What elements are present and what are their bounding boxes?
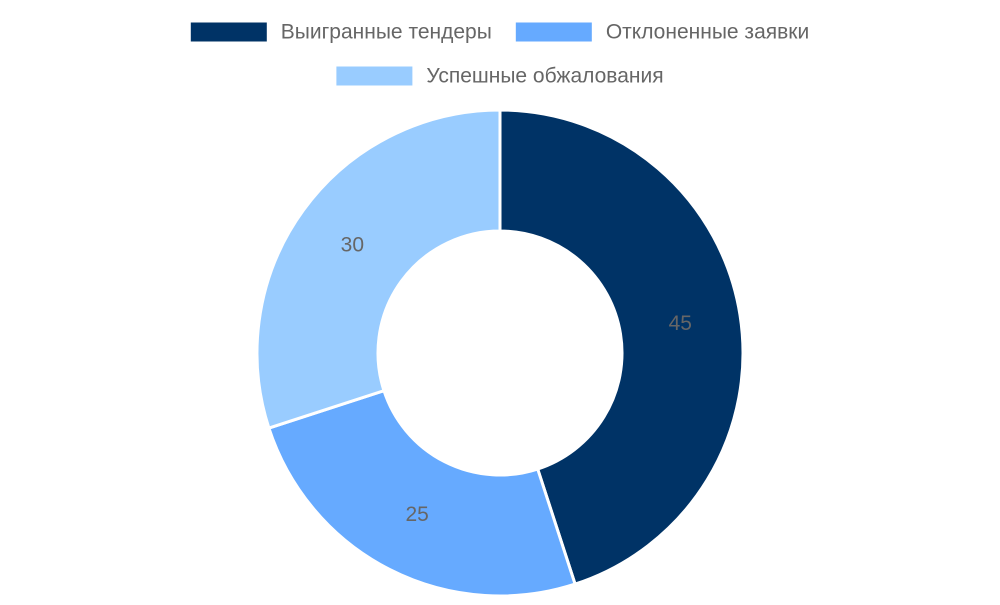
data-label: 45 [669,312,692,335]
legend-swatch [190,22,267,42]
doughnut-slice [267,388,577,598]
doughnut-slice [255,108,502,430]
legend-swatch [336,66,413,86]
legend-swatch [515,22,592,42]
legend-label: Выигранные тендеры [281,21,492,44]
legend-label: Успешные обжалования [426,65,663,88]
legend-item: Отклоненные заявки [515,21,809,44]
legend-label: Отклоненные заявки [606,21,809,44]
data-label: 25 [405,503,428,526]
legend-item: Успешные обжалования [336,65,664,88]
data-label: 30 [341,233,364,256]
legend-item: Выигранные тендеры [190,21,492,44]
doughnut-slice [498,108,745,586]
